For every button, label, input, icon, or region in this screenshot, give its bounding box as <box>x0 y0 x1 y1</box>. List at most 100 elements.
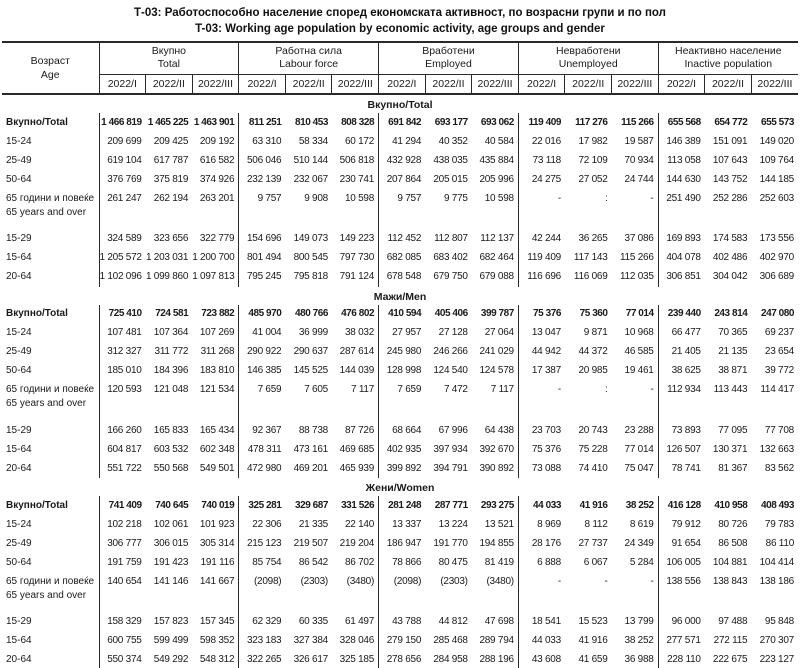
value-cell: 124 540 <box>433 365 468 376</box>
value-cell: 311 772 <box>154 346 189 357</box>
value-cell: 149 223 <box>339 233 375 244</box>
value-cell: 399 787 <box>480 308 514 319</box>
value-cell: 469 685 <box>339 443 375 455</box>
value-cell: 683 402 <box>433 252 468 263</box>
value-cell: 1 200 700 <box>192 252 235 263</box>
value-cell: 69 237 <box>764 327 794 338</box>
section-header: Вкупно/Total <box>367 99 433 111</box>
value-cell: 408 493 <box>761 499 794 511</box>
value-cell: 102 218 <box>98 515 146 534</box>
row-label: 65 години и повеќе 65 years and over <box>6 192 95 218</box>
value-cell: 13 047 <box>517 323 565 343</box>
value-cell: (2303) <box>440 575 468 587</box>
value-cell: 549 292 <box>153 654 189 665</box>
value-cell: 80 726 <box>718 518 748 530</box>
table-row: 25-49 306 777 306 015 305 314 215 123 219 507… <box>2 534 798 553</box>
value-cell: 149 020 <box>759 135 795 147</box>
value-cell: 376 769 <box>98 170 146 189</box>
value-cell: 19 587 <box>624 135 654 147</box>
row-label: 50-64 <box>6 173 32 185</box>
row-label: 15-64 <box>6 252 32 263</box>
value-cell: 7 117 <box>490 384 514 395</box>
value-cell: 44 033 <box>517 631 565 651</box>
value-cell: 194 855 <box>479 537 514 549</box>
value-cell: 17 387 <box>517 361 565 381</box>
value-cell: 416 128 <box>657 496 705 515</box>
value-cell: 247 080 <box>761 308 794 319</box>
value-cell: 243 814 <box>714 308 748 319</box>
value-cell: 24 744 <box>624 173 654 185</box>
value-cell: 132 663 <box>759 443 795 455</box>
row-label: 25-49 <box>6 346 32 357</box>
value-cell: 410 958 <box>714 499 748 511</box>
value-cell: 126 507 <box>657 440 705 459</box>
value-cell: 603 532 <box>153 443 189 455</box>
col-group-labour-force: Работна сила Labour force <box>238 41 379 75</box>
value-cell: 191 759 <box>98 553 146 572</box>
value-cell: 77 014 <box>625 308 654 319</box>
col-group-unemployed: Невработени Unemployed <box>517 41 659 75</box>
value-cell: 38 625 <box>657 361 705 381</box>
value-cell: 91 654 <box>657 534 705 553</box>
row-label: 50-64 <box>6 365 32 376</box>
value-cell: 432 928 <box>378 151 426 170</box>
table-row: 50-64 185 010 184 396 183 810 146 385 145 525… <box>2 361 798 381</box>
value-cell: 550 374 <box>98 650 146 668</box>
value-cell: 9 908 <box>304 192 328 204</box>
period-header: 2022/I <box>657 74 705 95</box>
value-cell: 7 117 <box>351 384 375 395</box>
value-cell: 83 562 <box>764 462 794 474</box>
col-group-total: Вкупно Total <box>98 41 239 75</box>
value-cell: 85 754 <box>238 553 286 572</box>
period-header: 2022/II <box>704 74 752 95</box>
value-cell: 600 755 <box>98 631 146 651</box>
period-header: 2022/III <box>191 74 239 95</box>
value-cell: - <box>650 192 654 204</box>
group-label-en: Total <box>157 58 180 70</box>
value-cell: 284 958 <box>433 654 468 665</box>
value-cell: 289 794 <box>479 635 514 646</box>
table-row: 15-64 604 817 603 532 602 348 478 311 473 161… <box>2 440 798 459</box>
value-cell: 117 276 <box>575 116 608 128</box>
row-label: 20-64 <box>6 654 32 665</box>
value-cell: 138 556 <box>657 572 705 605</box>
value-cell: 184 396 <box>153 365 189 376</box>
value-cell: 61 497 <box>344 616 375 627</box>
value-cell: 691 842 <box>378 113 426 132</box>
value-cell: 73 893 <box>657 413 705 440</box>
value-cell: 740 645 <box>155 499 189 511</box>
value-cell: 95 848 <box>764 616 794 627</box>
value-cell: 9 757 <box>238 189 286 222</box>
value-cell: 154 696 <box>238 222 286 249</box>
section-row: Жени/Women <box>2 478 798 496</box>
value-cell: 107 481 <box>98 323 146 343</box>
value-cell: 185 010 <box>98 361 146 381</box>
value-cell: 27 052 <box>578 173 608 185</box>
value-cell: 81 419 <box>484 556 514 568</box>
value-cell: 92 367 <box>238 413 286 440</box>
value-cell: 723 882 <box>201 308 235 319</box>
value-cell: 96 000 <box>657 605 705 632</box>
value-cell: 678 548 <box>378 267 426 287</box>
period-header: 2022/III <box>331 74 379 95</box>
value-cell: 27 737 <box>578 537 608 549</box>
table-row: 15-24 102 218 102 061 101 923 22 306 21 335 22… <box>2 515 798 534</box>
table-row: 15-24 107 481 107 364 107 269 41 004 36 999 38… <box>2 323 798 343</box>
value-cell: 288 196 <box>479 654 514 665</box>
section-header: Жени/Women <box>365 482 435 494</box>
group-label-mk: Вработени <box>422 45 475 57</box>
value-cell: 263 201 <box>199 192 235 204</box>
value-cell: 277 571 <box>657 631 705 651</box>
table-titles: Т-03: Работоспособно население според ек… <box>0 0 800 37</box>
value-cell: 38 252 <box>625 499 654 511</box>
value-cell: 23 703 <box>517 413 565 440</box>
value-cell: 290 922 <box>238 342 286 362</box>
value-cell: 215 123 <box>238 534 286 553</box>
value-cell: 112 035 <box>619 271 654 282</box>
value-cell: 602 348 <box>199 443 235 455</box>
value-cell: 24 349 <box>624 537 654 549</box>
value-cell: 598 352 <box>199 635 235 646</box>
value-cell: 77 708 <box>764 424 794 436</box>
value-cell: 166 260 <box>98 413 146 440</box>
